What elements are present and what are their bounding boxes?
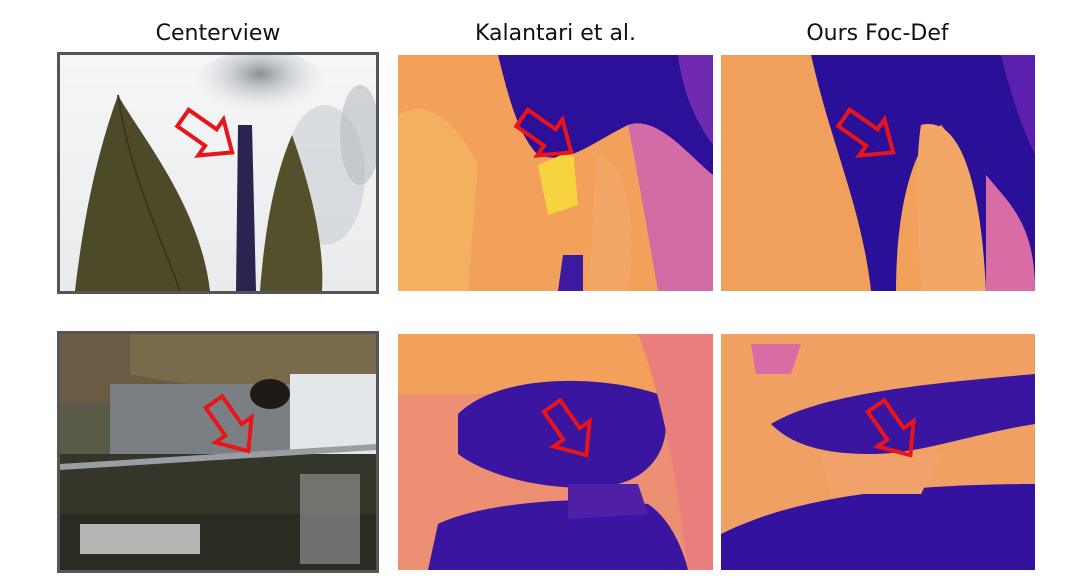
column-title-ours: Ours Foc-Def: [806, 21, 949, 46]
column-title-centerview: Centerview: [155, 21, 281, 46]
kalantari-depth-row1: [398, 55, 713, 291]
column-title-kalantari: Kalantari et al.: [474, 21, 637, 46]
ours-depth-row2: [721, 334, 1035, 570]
ours-depth-row1: [721, 55, 1035, 291]
kalantari-depth-row2: [398, 334, 713, 570]
centerview-image-row1: [57, 52, 379, 294]
centerview-image-row2: [57, 331, 379, 573]
